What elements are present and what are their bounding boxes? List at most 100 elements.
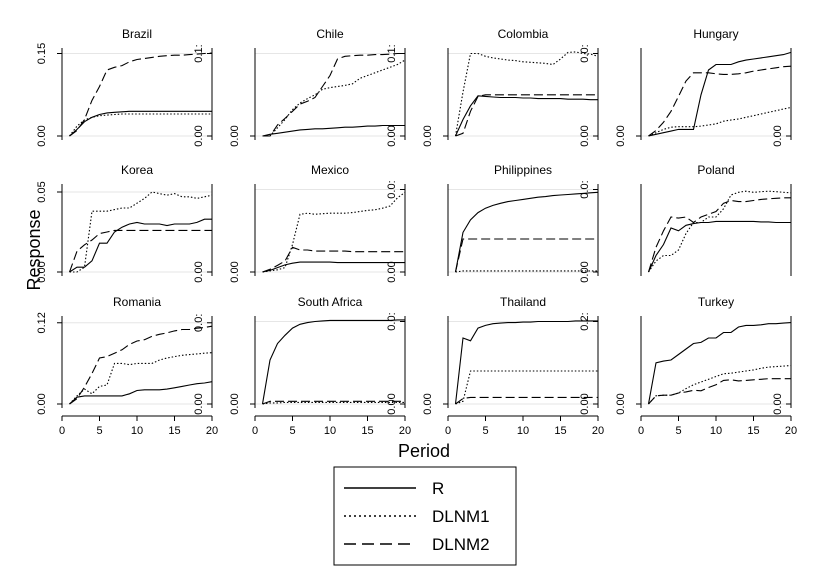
- series-line-r: [261, 319, 405, 405]
- panel-philippines: Philippines 0.00 0.0:: [447, 163, 599, 283]
- panel-turkey: Turkey 0.00 0.00 0 5 10 15 20: [615, 295, 797, 437]
- series-line-r: [454, 320, 598, 405]
- panel-title: Chile: [316, 27, 344, 41]
- panel-romania: Romania 0.00 0.12 0.00 0.0: 0 5 10 15 20: [36, 295, 218, 437]
- x-tick-label: 10: [324, 425, 336, 437]
- series-line-dlnm2: [455, 94, 598, 137]
- y-tick-label-right: 0.00: [193, 393, 205, 414]
- series-line-dlnm1: [648, 364, 792, 405]
- series-line-dlnm2: [69, 325, 213, 405]
- series-line-dlnm1: [69, 113, 212, 137]
- series-line-r: [454, 95, 598, 137]
- series-line-dlnm1: [262, 59, 406, 137]
- x-axis-title: Period: [398, 441, 450, 461]
- series-line-dlnm1: [69, 352, 213, 405]
- y-tick-label-left: 0.00: [229, 261, 241, 282]
- series-line-dlnm2: [455, 396, 598, 405]
- series-line-r: [69, 381, 213, 405]
- series-line-r: [69, 110, 212, 137]
- panel-title: South Africa: [298, 295, 363, 309]
- y-tick-label-left: 0.00: [229, 125, 241, 146]
- x-tick-label: 20: [206, 425, 218, 437]
- y-tick-label-left: 0.05: [36, 181, 48, 202]
- panel-title: Turkey: [698, 295, 734, 309]
- series-line-dlnm1: [648, 106, 792, 137]
- series-line-dlnm2: [648, 378, 791, 405]
- x-tick-label: 10: [710, 425, 722, 437]
- series-line-dlnm1: [262, 191, 406, 273]
- x-tick-label: 0: [638, 425, 644, 437]
- y-tick-label-right: 0.0:: [386, 180, 398, 198]
- legend-label-dlnm2: DLNM2: [432, 535, 490, 554]
- y-tick-label-right: 0.00: [579, 261, 591, 282]
- series-line-dlnm1: [454, 51, 599, 137]
- series-line-dlnm2: [68, 229, 212, 273]
- y-tick-label-right: 0.00: [386, 261, 398, 282]
- x-tick-label: 5: [482, 425, 488, 437]
- series-line-dlnm2: [69, 52, 213, 137]
- y-tick-label-left: 0.00: [36, 393, 48, 414]
- panel-korea: Korea 0.00 0.05 0.00: [36, 163, 213, 283]
- y-tick-label-right: 0.00: [772, 393, 784, 414]
- x-tick-label: 20: [785, 425, 797, 437]
- x-tick-label: 5: [96, 425, 102, 437]
- series-line-dlnm1: [262, 401, 405, 405]
- x-tick-label: 0: [445, 425, 451, 437]
- panel-hungary: Hungary 0.00 0.00: [615, 27, 792, 147]
- x-tick-label: 20: [592, 425, 604, 437]
- y-tick-label-right: 0.00: [386, 125, 398, 146]
- series-line-dlnm2: [647, 197, 791, 273]
- y-tick-label-left: 0.00: [36, 261, 48, 282]
- panel-title: Colombia: [498, 27, 549, 41]
- x-tick-label: 15: [554, 425, 566, 437]
- y-tick-label-right: 0.00: [193, 261, 205, 282]
- series-line-r: [647, 220, 791, 273]
- y-tick-label-left: 0.00: [615, 393, 627, 414]
- y-tick-label-left: 0.00: [615, 125, 627, 146]
- x-tick-label: 15: [168, 425, 180, 437]
- y-tick-label-right: 0.1:: [386, 44, 398, 62]
- legend-label-r: R: [432, 479, 444, 498]
- series-line-r: [647, 322, 792, 405]
- panel-title: Korea: [121, 163, 153, 177]
- panel-title: Hungary: [693, 27, 738, 41]
- y-tick-label-right: 0.00: [579, 125, 591, 146]
- y-tick-label-left: 0.12: [36, 312, 48, 333]
- legend-label-dlnm1: DLNM1: [432, 507, 490, 526]
- series-line-r: [262, 124, 405, 137]
- panel-title: Romania: [113, 295, 161, 309]
- series-line-r: [648, 51, 792, 137]
- series-line-dlnm1: [648, 190, 792, 273]
- series-line-dlnm1: [455, 370, 598, 405]
- y-tick-label-right: 0.0:: [579, 180, 591, 198]
- y-tick-label-right: 0.00: [193, 125, 205, 146]
- panel-title: Philippines: [494, 163, 552, 177]
- panel-title: Brazil: [122, 27, 152, 41]
- series-line-dlnm2: [262, 400, 405, 405]
- panel-title: Thailand: [500, 295, 546, 309]
- panel-poland: Poland: [640, 163, 792, 276]
- series-line-dlnm1: [455, 270, 598, 273]
- x-tick-label: 0: [59, 425, 65, 437]
- x-tick-label: 15: [361, 425, 373, 437]
- x-tick-label: 10: [517, 425, 529, 437]
- x-tick-label: 5: [675, 425, 681, 437]
- y-tick-label-left: 0.00: [36, 125, 48, 146]
- y-tick-label-left: 0.00: [229, 393, 241, 414]
- series-line-dlnm2: [262, 246, 405, 273]
- series-line-dlnm1: [69, 191, 213, 273]
- x-tick-label: 5: [289, 425, 295, 437]
- x-tick-label: 20: [399, 425, 411, 437]
- panel-title: Poland: [697, 163, 734, 177]
- y-tick-label-right: 0.00: [386, 393, 398, 414]
- y-tick-label-left: 0.00: [422, 393, 434, 414]
- y-tick-label-right: 0.0:: [193, 314, 205, 332]
- series-line-r: [454, 191, 599, 273]
- y-tick-label-right: 0.0:: [386, 312, 398, 330]
- y-tick-label-left: 0.15: [36, 43, 48, 64]
- y-tick-label-right: 0.00: [772, 125, 784, 146]
